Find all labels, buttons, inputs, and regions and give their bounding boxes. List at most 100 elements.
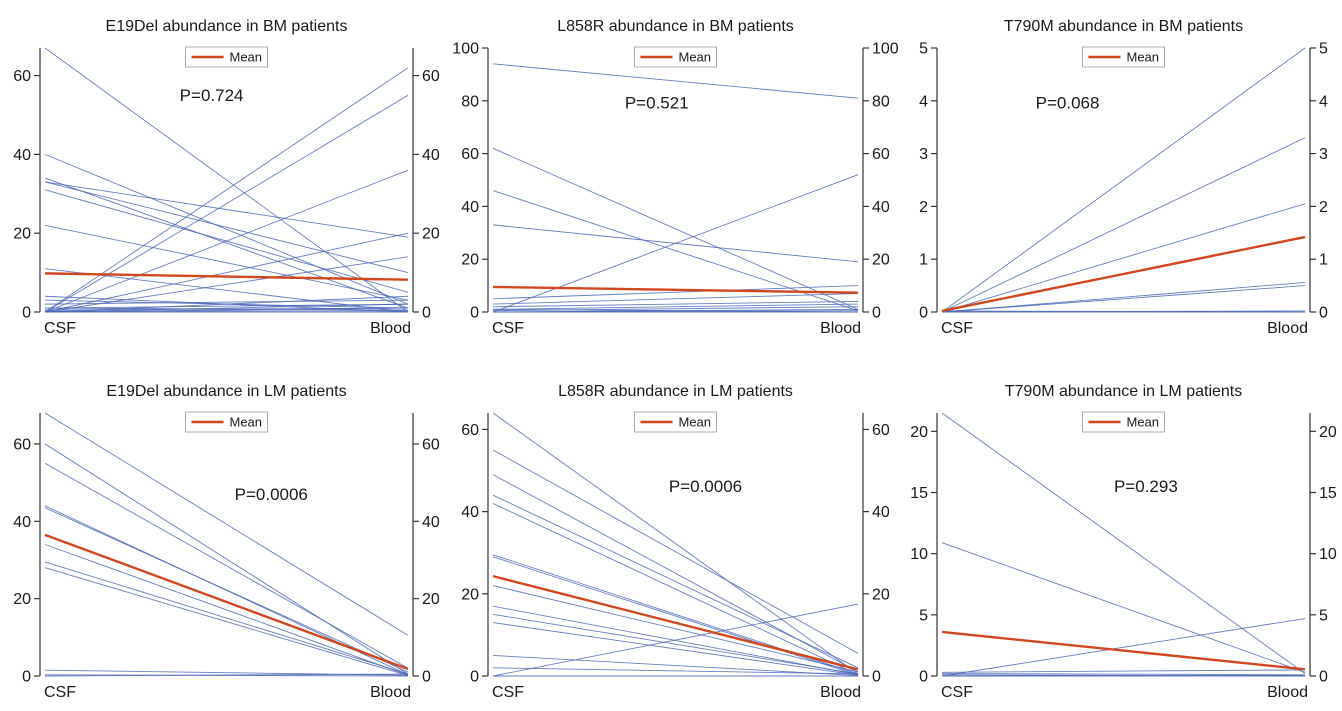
panel-1-patient-line: [45, 300, 408, 304]
panel-6-x-label-blood: Blood: [1267, 684, 1308, 701]
panel-6-left-tick-label: 10: [910, 546, 928, 563]
panel-2-right-tick-label: 80: [872, 93, 890, 110]
panel-2-p-value: P=0.521: [625, 94, 689, 113]
panel-3-left-tick-label: 5: [919, 41, 928, 58]
panel-6-patient-line: [942, 543, 1305, 673]
panel-4-patient-line: [45, 545, 408, 676]
panel-6-patient-line: [942, 413, 1305, 674]
panel-3-left-tick-label: 1: [919, 252, 928, 269]
panel-5-left-tick-label: 60: [461, 422, 479, 439]
panel-3-right-tick-label: 4: [1319, 93, 1328, 110]
panel-4-right-tick-label: 0: [422, 669, 431, 686]
panel-1-patient-line: [45, 225, 408, 300]
panel-1-title: E19Del abundance in BM patients: [106, 18, 348, 35]
panel-3-x-label-csf: CSF: [941, 320, 973, 337]
panel-6-left-tick-label: 15: [910, 485, 928, 502]
panel-1-patient-line: [45, 182, 408, 273]
panel-3-left-tick-label: 2: [919, 199, 928, 216]
panel-3-right-tick-label: 3: [1319, 146, 1328, 163]
panel-6-mean-line: [942, 632, 1305, 669]
panel-6: T790M abundance in LM patients 0 0 5 5 10 10 15…: [910, 383, 1337, 701]
panel-5-left-tick-label: 0: [470, 669, 479, 686]
panel-6-p-value: P=0.293: [1114, 477, 1178, 496]
panel-3-right-tick-label: 5: [1319, 41, 1328, 58]
panel-5-p-value: P=0.0006: [669, 477, 742, 496]
panel-2-left-tick-label: 40: [461, 199, 479, 216]
panel-1-patient-line: [45, 304, 408, 308]
panel-1-p-value: P=0.724: [180, 86, 244, 105]
panel-1-left-tick-label: 60: [13, 68, 31, 85]
panel-2-left-tick-label: 100: [452, 41, 479, 58]
panel-3-left-tick-label: 0: [919, 305, 928, 322]
panel-3-mean-line: [942, 237, 1305, 311]
panel-1-right-tick-label: 40: [422, 147, 440, 164]
panel-3-p-value: P=0.068: [1036, 94, 1100, 113]
panel-6-right-tick-label: 0: [1319, 669, 1328, 686]
panel-6-left-tick-label: 20: [910, 424, 928, 441]
panel-4: E19Del abundance in LM patients 0 0 20 20 40 4…: [13, 383, 440, 701]
panel-4-title: E19Del abundance in LM patients: [106, 383, 346, 400]
panel-1-left-tick-label: 0: [22, 305, 31, 322]
panel-2-right-tick-label: 20: [872, 252, 890, 269]
panel-6-left-tick-label: 5: [919, 607, 928, 624]
panel-6-legend-label: Mean: [1127, 415, 1160, 430]
panel-4-right-tick-label: 60: [422, 436, 440, 453]
panel-3-right-tick-label: 0: [1319, 305, 1328, 322]
panel-4-legend-label: Mean: [230, 415, 263, 430]
panel-6-title: T790M abundance in LM patients: [1005, 383, 1242, 400]
panel-4-left-tick-label: 60: [13, 436, 31, 453]
panel-4-right-tick-label: 20: [422, 591, 440, 608]
panel-2-left-tick-label: 20: [461, 252, 479, 269]
panel-4-x-label-blood: Blood: [370, 684, 411, 701]
panel-2-x-label-csf: CSF: [492, 320, 524, 337]
panel-1-right-tick-label: 60: [422, 68, 440, 85]
panel-6-patient-line: [942, 670, 1305, 672]
panel-4-left-tick-label: 20: [13, 591, 31, 608]
panel-2-left-tick-label: 0: [470, 305, 479, 322]
panel-4-left-tick-label: 0: [22, 669, 31, 686]
panel-2-title: L858R abundance in BM patients: [557, 18, 794, 35]
panel-2-left-tick-label: 80: [461, 93, 479, 110]
panel-5-right-tick-label: 20: [872, 586, 890, 603]
panel-4-patient-line: [45, 508, 408, 672]
panel-6-right-tick-label: 15: [1319, 485, 1337, 502]
panel-4-left-tick-label: 40: [13, 514, 31, 531]
panel-4-patient-line: [45, 568, 408, 676]
panel-5-legend-label: Mean: [679, 415, 712, 430]
panel-4-patient-line: [45, 444, 408, 674]
panel-4-x-label-csf: CSF: [44, 684, 76, 701]
panel-3-right-tick-label: 1: [1319, 252, 1328, 269]
panel-2-patient-line: [493, 148, 858, 309]
panel-5-right-tick-label: 0: [872, 669, 881, 686]
panel-4-p-value: P=0.0006: [235, 485, 308, 504]
panel-3-patient-line: [942, 48, 1305, 312]
panel-5-x-label-blood: Blood: [820, 684, 861, 701]
panel-2-right-tick-label: 100: [872, 41, 899, 58]
panel-2-right-tick-label: 60: [872, 146, 890, 163]
panel-4-patient-line: [45, 562, 408, 674]
panel-1-right-tick-label: 20: [422, 226, 440, 243]
panel-3-patient-line: [942, 282, 1305, 312]
panel-2-right-tick-label: 0: [872, 305, 881, 322]
panel-6-patient-line: [942, 619, 1305, 676]
panel-5-right-tick-label: 60: [872, 422, 890, 439]
panel-6-x-label-csf: CSF: [941, 684, 973, 701]
panel-5-title: L858R abundance in LM patients: [558, 383, 793, 400]
panel-2-left-tick-label: 60: [461, 146, 479, 163]
panel-6-right-tick-label: 5: [1319, 607, 1328, 624]
panel-1-x-label-blood: Blood: [370, 320, 411, 337]
panel-6-right-tick-label: 10: [1319, 546, 1337, 563]
panel-3-x-label-blood: Blood: [1267, 320, 1308, 337]
panel-5-patient-line: [493, 495, 858, 668]
panel-1-left-tick-label: 20: [13, 226, 31, 243]
panel-4-patient-line: [45, 463, 408, 668]
panel-5-right-tick-label: 40: [872, 504, 890, 521]
panel-4-right-tick-label: 40: [422, 514, 440, 531]
panel-6-left-tick-label: 0: [919, 669, 928, 686]
